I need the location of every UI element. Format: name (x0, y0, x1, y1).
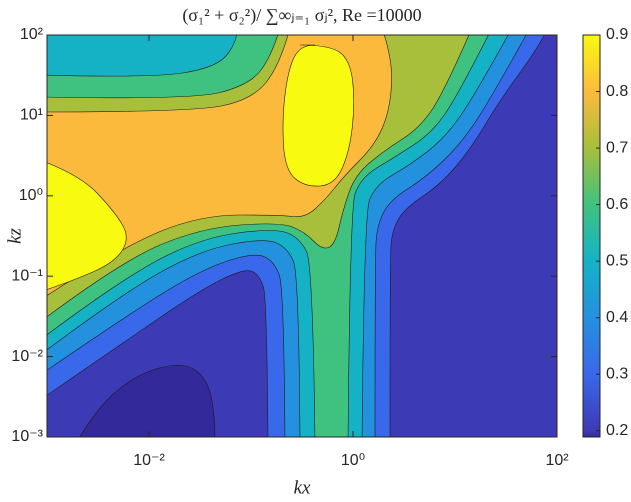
y-axis-label: kz (4, 227, 25, 243)
x-axis-label: kx (294, 477, 311, 498)
y-tick-label: 10² (20, 26, 44, 43)
y-tick-label: 10⁻³ (11, 428, 43, 445)
contour-region (79, 364, 216, 437)
x-tick-label: 10⁻² (133, 452, 165, 469)
colorbar-tick-label: 0.9 (606, 26, 628, 43)
x-tick-label: 10⁰ (341, 452, 365, 469)
colorbar-tick-label: 0.2 (606, 422, 628, 439)
contour-region (47, 162, 127, 290)
contour-regions (47, 35, 557, 437)
colorbar-tick-label: 0.5 (606, 252, 628, 269)
chart-title: (σ₁² + σ₂²)/ ∑∞ⱼ₌₁ σⱼ², Re =10000 (182, 5, 421, 26)
contour-region (282, 44, 355, 187)
colorbar (582, 34, 601, 438)
y-tick-label: 10⁻² (11, 348, 43, 365)
plot-frame (46, 34, 558, 438)
colorbar-tick-label: 0.8 (606, 83, 628, 100)
colorbar-tick-label: 0.6 (606, 196, 628, 213)
colorbar-tick-label: 0.7 (606, 139, 628, 156)
y-tick-label: 10⁰ (19, 187, 43, 204)
y-tick-label: 10⁻¹ (11, 267, 43, 284)
colorbar-tick-label: 0.3 (606, 365, 628, 382)
x-tick-label: 10² (545, 452, 569, 469)
y-tick-label: 10¹ (20, 107, 43, 124)
colorbar-tick-label: 0.4 (606, 309, 628, 326)
